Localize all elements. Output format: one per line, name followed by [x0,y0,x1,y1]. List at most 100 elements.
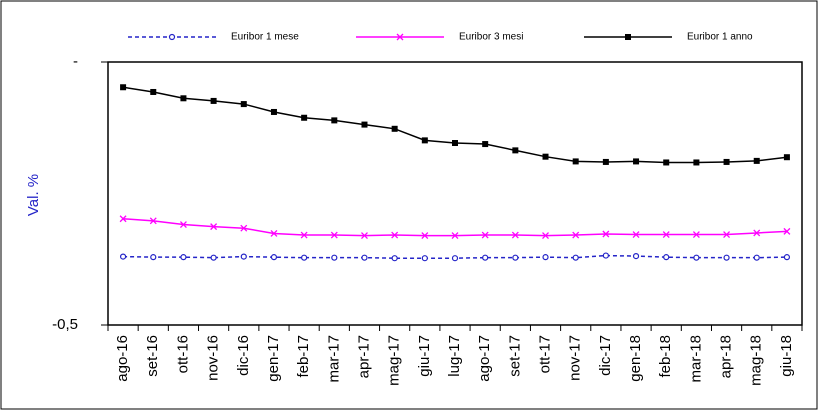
y-tick-label: - [73,53,78,70]
x-tick-label: nov-17 [567,335,584,381]
point [783,154,790,161]
point [632,231,640,238]
x-tick-label: giu-18 [778,335,795,377]
x-tick-label: apr-17 [355,335,372,378]
point [391,231,399,239]
x-tick-label: ott-16 [174,335,191,373]
x-tick-label: ago-17 [476,335,493,382]
point [693,159,700,166]
point [240,224,248,232]
point [210,254,217,261]
legend-label: Euribor 1 mese [231,32,299,43]
point [150,254,157,261]
point [602,230,610,238]
x-tick-label: giu-17 [416,335,433,377]
x-tick-label: ago-16 [114,335,131,382]
point [663,159,670,166]
point [421,255,428,262]
point [270,230,278,237]
point [481,231,489,239]
x-tick-label: mag-18 [748,335,765,386]
point [361,121,368,128]
point [662,231,670,238]
x-tick-label: nov-16 [205,335,222,381]
x-tick-label: dic-16 [235,335,252,376]
point [511,231,519,239]
point [753,157,760,164]
point [180,254,187,261]
point [270,108,277,115]
point [482,254,489,261]
point [120,84,127,91]
point [602,158,609,165]
point [512,254,519,261]
point [361,232,368,240]
point [330,231,338,239]
x-tick-label: mag-17 [386,335,403,386]
point [149,217,157,225]
point [180,95,187,102]
legend-label: Euribor 1 anno [687,32,753,43]
point [331,117,338,124]
point [150,88,157,95]
x-tick-label: dic-17 [597,335,614,376]
point [301,254,308,261]
x-tick-label: gen-18 [627,335,644,382]
point [361,254,368,261]
point [421,137,428,144]
point [396,33,404,41]
point [753,254,760,261]
point [240,253,247,260]
point [119,215,127,223]
point [300,231,308,239]
point [783,254,791,261]
x-tick-label: set-16 [144,335,161,377]
point [240,101,247,108]
point [542,153,549,160]
point [119,253,127,260]
point [723,158,730,165]
point [783,227,791,235]
point [179,221,187,228]
x-tick-label: mar-18 [687,335,704,383]
point [451,255,459,262]
point [572,231,580,239]
point [602,252,609,259]
x-tick-label: gen-17 [265,335,282,382]
point [632,252,640,260]
legend-label: Euribor 3 mesi [459,32,523,43]
point [391,125,398,132]
x-tick-label: ott-17 [536,335,553,373]
point [482,141,489,148]
point [301,114,308,121]
point [693,254,700,261]
point [633,158,640,165]
point [723,231,731,238]
x-tick-label: feb-17 [295,335,312,378]
point [168,33,176,41]
point [572,158,579,165]
point [331,254,338,261]
point [451,232,459,240]
point [542,254,549,261]
point [542,232,549,240]
y-tick-label: -0,5 [52,316,78,333]
x-tick-label: mar-17 [325,335,342,383]
x-tick-label: set-17 [506,335,523,377]
point [210,97,217,104]
point [421,232,429,240]
x-tick-label: apr-18 [718,335,735,378]
plot-frame [107,61,803,326]
point [663,254,670,261]
point [692,231,700,238]
point [270,254,278,261]
point [625,34,631,40]
point [512,147,519,154]
point [210,223,218,231]
point [753,229,761,237]
point [723,254,730,261]
x-tick-label: lug-17 [446,335,463,377]
point [391,255,398,262]
